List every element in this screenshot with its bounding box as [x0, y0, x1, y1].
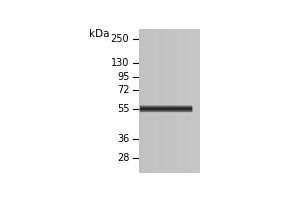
Text: 55: 55: [117, 104, 129, 114]
Text: kDa: kDa: [89, 29, 110, 39]
Text: 95: 95: [117, 72, 129, 82]
Text: 130: 130: [111, 58, 129, 68]
Text: 72: 72: [117, 85, 129, 95]
Text: 28: 28: [117, 153, 129, 163]
Text: 250: 250: [111, 34, 129, 44]
Text: abcam: abcam: [169, 169, 185, 174]
Text: 36: 36: [117, 134, 129, 144]
